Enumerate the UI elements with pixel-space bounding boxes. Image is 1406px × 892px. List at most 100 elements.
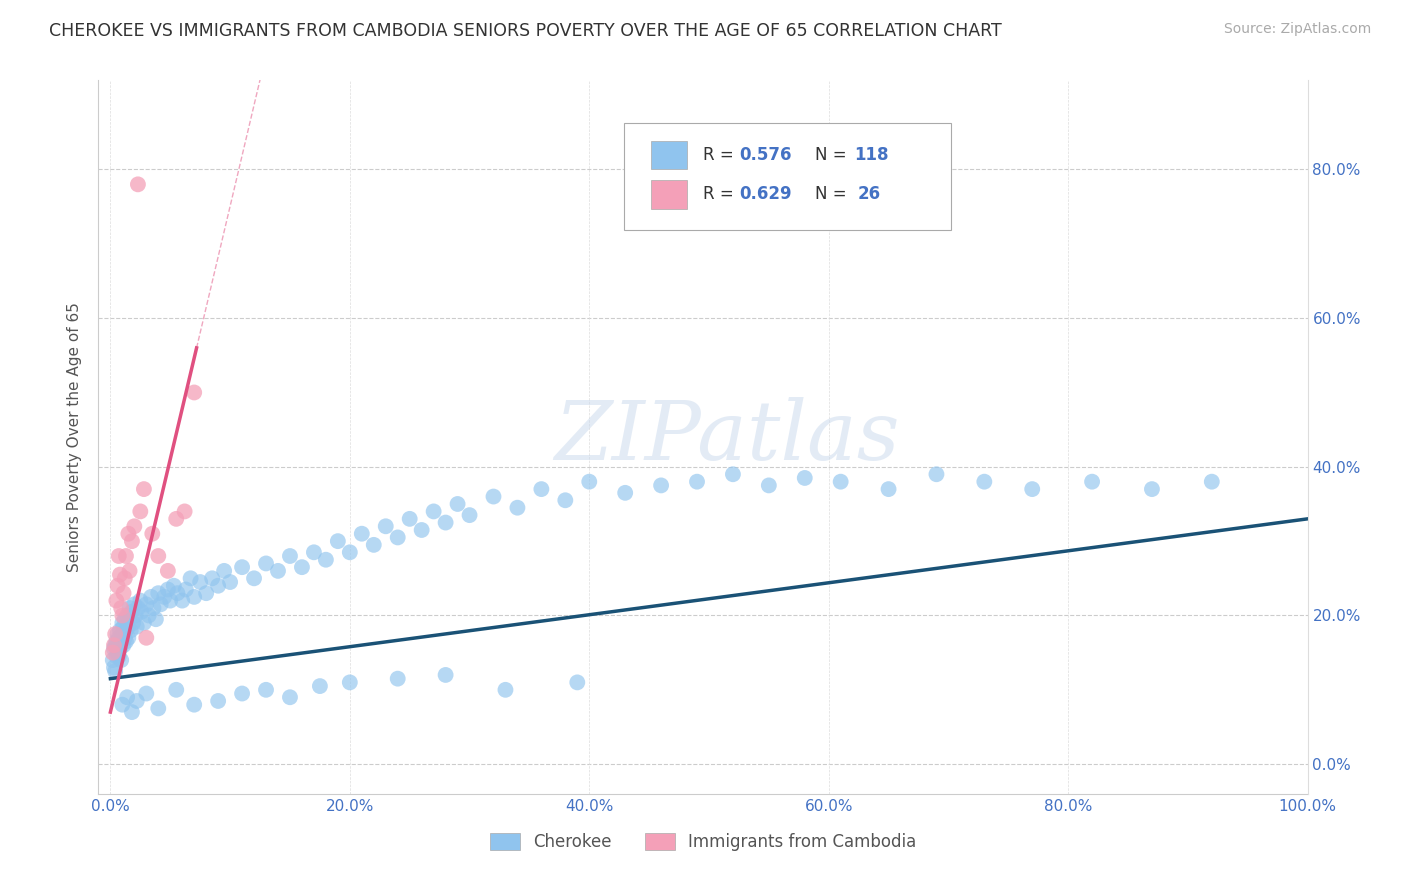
Point [254,682,277,697]
Point [387,672,409,686]
Point [326,534,349,549]
Point [434,516,457,530]
Point [125,619,148,633]
FancyBboxPatch shape [651,141,688,169]
Point [183,590,205,604]
Point [278,549,301,563]
Point [387,530,409,544]
Point [103,660,125,674]
Point [107,649,129,664]
Point [830,475,852,489]
Point [201,571,224,585]
Point [153,590,176,604]
Point [165,682,187,697]
Point [212,564,235,578]
Point [112,586,135,600]
Point [267,564,290,578]
Point [132,482,155,496]
Point [309,679,332,693]
Point [554,493,576,508]
Point [195,586,218,600]
Legend: Cherokee, Immigrants from Cambodia: Cherokee, Immigrants from Cambodia [482,827,924,858]
Point [124,519,146,533]
Point [315,552,337,567]
Point [165,512,187,526]
Point [121,705,143,719]
Point [149,598,172,612]
Point [121,534,143,549]
Point [567,675,589,690]
Point [482,490,505,504]
Point [163,579,186,593]
FancyBboxPatch shape [651,180,688,209]
Point [115,549,138,563]
Point [104,638,127,652]
Point [110,601,132,615]
Text: N =: N = [815,186,846,203]
Point [104,627,127,641]
Point [110,653,132,667]
Point [188,575,211,590]
Point [114,612,136,626]
Point [135,687,157,701]
Point [925,467,948,482]
Point [115,634,138,648]
Text: CHEROKEE VS IMMIGRANTS FROM CAMBODIA SENIORS POVERTY OVER THE AGE OF 65 CORRELAT: CHEROKEE VS IMMIGRANTS FROM CAMBODIA SEN… [49,22,1002,40]
Point [135,631,157,645]
Point [374,519,396,533]
Point [101,653,124,667]
Point [142,601,165,615]
Point [105,634,128,648]
Point [1140,482,1163,496]
Point [578,475,600,489]
Point [125,694,148,708]
Text: 0.576: 0.576 [740,146,792,164]
Y-axis label: Seniors Poverty Over the Age of 65: Seniors Poverty Over the Age of 65 [67,302,83,572]
Point [107,579,129,593]
Point [339,545,361,559]
Point [118,612,141,626]
Point [141,526,163,541]
Point [686,475,709,489]
Point [117,631,139,645]
Point [398,512,420,526]
Point [148,549,170,563]
Point [111,615,134,630]
Point [112,619,135,633]
Point [121,605,143,619]
Point [1081,475,1104,489]
Point [207,579,229,593]
Point [124,598,146,612]
Point [118,564,141,578]
FancyBboxPatch shape [624,123,950,230]
Point [495,682,517,697]
Point [302,545,325,559]
Point [107,638,129,652]
Point [117,619,139,633]
Point [111,608,134,623]
Point [114,571,136,585]
Point [650,478,672,492]
Point [339,675,361,690]
Point [231,560,253,574]
Point [127,601,149,615]
Point [108,567,131,582]
Point [103,638,125,652]
Point [138,608,160,623]
Point [231,687,253,701]
Point [127,178,149,192]
Point [124,608,146,623]
Point [363,538,385,552]
Text: ZIPatlas: ZIPatlas [554,397,900,477]
Point [291,560,314,574]
Point [614,485,637,500]
Point [105,649,128,664]
Point [458,508,481,523]
Point [411,523,433,537]
Point [183,385,205,400]
Point [434,668,457,682]
Point [422,504,444,518]
Point [114,631,136,645]
Point [110,634,132,648]
Point [973,475,995,489]
